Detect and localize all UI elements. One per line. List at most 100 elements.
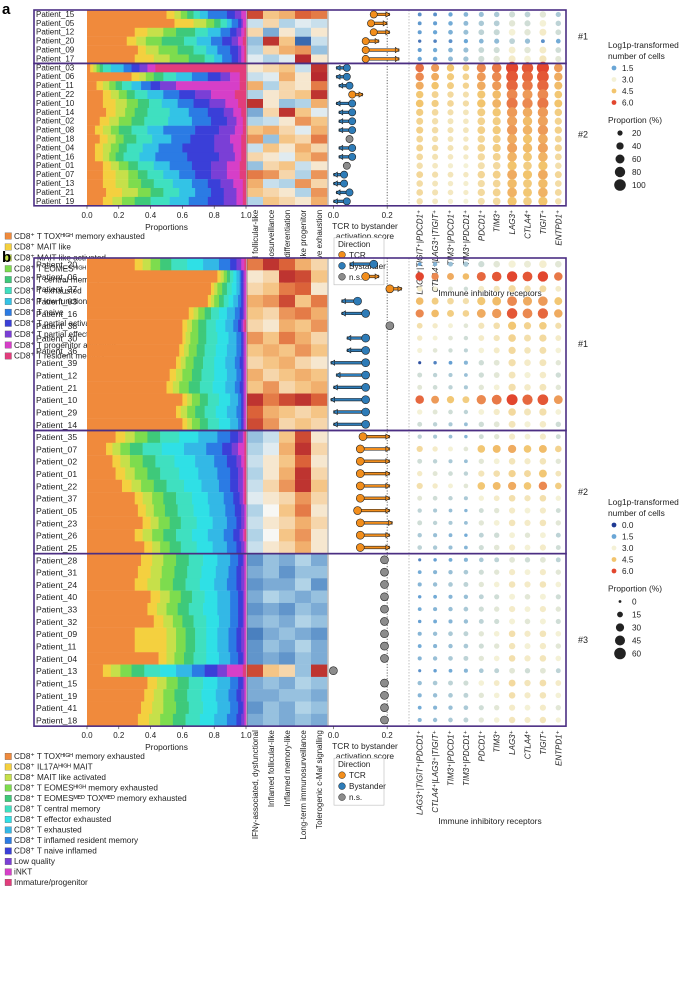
dot-legend-color-label: 4.5 — [622, 87, 634, 96]
proportion-bar-segment — [118, 90, 128, 100]
dotplot-dot — [447, 180, 454, 187]
proportion-bar-segment — [174, 455, 196, 468]
dotplot-dot — [492, 179, 501, 188]
dotplot-dot — [432, 409, 438, 415]
dotplot-dot — [416, 445, 423, 453]
proportion-bar-segment — [99, 116, 110, 126]
proportion-bar-segment — [244, 676, 247, 690]
proportion-bar-segment — [211, 90, 236, 100]
dotplot-dot — [433, 594, 437, 599]
dotplot-dot — [493, 717, 500, 723]
proportion-bar-segment — [115, 81, 123, 91]
proportion-bar-segment — [241, 541, 245, 554]
dotplot-dot — [523, 322, 532, 330]
proportion-bar-segment — [207, 418, 220, 431]
dotplot-dot — [492, 188, 501, 197]
patient-label: Patient_13 — [36, 179, 75, 188]
proportion-bar-segment — [244, 627, 247, 641]
dotplot-dot — [476, 395, 486, 405]
dotplot-dot — [508, 420, 516, 428]
heatmap-cell — [295, 368, 312, 382]
activation-arrowhead — [385, 544, 391, 551]
heatmap-cell — [295, 152, 312, 162]
proportion-bar-segment — [156, 676, 167, 690]
dot-legend-size-label: 80 — [632, 168, 642, 177]
proportion-bar-segment — [123, 63, 132, 73]
heatmap-cell — [311, 504, 328, 517]
legend-label: CD8⁺ T naive inflamed — [14, 847, 97, 856]
proportion-bar-segment — [106, 442, 113, 456]
heatmap-cell — [263, 566, 280, 579]
dotplot-dot — [447, 82, 454, 90]
proportion-bar-segment — [241, 566, 245, 579]
proportion-bar-segment — [242, 179, 247, 189]
dotplot-dot — [493, 680, 500, 686]
patient-label: Patient_21 — [36, 383, 77, 393]
dotplot-dot — [463, 335, 469, 341]
proportion-bar-segment — [187, 152, 220, 162]
dotplot-dot — [448, 434, 453, 439]
proportion-bar-segment — [172, 578, 186, 591]
dot-legend-size — [614, 166, 626, 178]
heatmap-cell — [311, 143, 328, 153]
heatmap-cell — [279, 381, 296, 394]
proportion-bar-segment — [188, 307, 194, 320]
proportion-bar-segment — [137, 188, 151, 198]
dotplot-dot — [508, 581, 516, 588]
dotplot-dot — [555, 434, 561, 440]
proportion-bar-segment — [115, 179, 129, 189]
dotplot-dot — [448, 446, 453, 452]
legend-swatch — [4, 265, 12, 273]
heatmap-cell — [247, 196, 264, 206]
proportion-bar-segment — [123, 152, 140, 162]
proportion-bar-segment — [239, 529, 244, 542]
dotplot-dot — [448, 496, 453, 501]
dotplot-dot — [447, 100, 454, 107]
dotplot-dot — [492, 152, 501, 161]
dotplot-dot — [536, 61, 549, 74]
heatmap-cell — [263, 319, 280, 333]
proportion-bar-segment — [212, 381, 226, 394]
proportion-bar-segment — [141, 553, 153, 567]
proportion-bar-segment — [188, 676, 204, 690]
proportion-bar-segment — [244, 282, 247, 296]
dotplot-dot — [416, 322, 423, 329]
dotplot-dot — [478, 470, 485, 477]
dotplot-dot — [417, 30, 422, 35]
dotplot-dot — [509, 433, 516, 440]
dotplot-dot — [508, 469, 516, 478]
dotplot-dot — [462, 310, 470, 317]
legend-swatch — [4, 837, 12, 844]
patient-label: Patient_24 — [36, 580, 77, 590]
dotplot-dot — [463, 189, 469, 196]
proportion-bar-segment — [207, 294, 212, 308]
dotplot-dot — [555, 20, 562, 27]
proportion-bar-segment — [153, 479, 167, 493]
dotplot-dot — [463, 705, 469, 711]
dotplot-dot — [432, 286, 438, 292]
dotplot-dot — [478, 495, 484, 501]
proportion-bar-segment — [195, 27, 209, 37]
heatmap-cell — [247, 664, 264, 678]
proportion-bar-segment — [87, 442, 107, 456]
proportion-bar-segment — [203, 602, 218, 616]
patient-label: Patient_15 — [36, 10, 75, 19]
dotplot-dot — [478, 544, 484, 551]
dotplot-dot — [478, 643, 484, 649]
legend-swatch — [4, 232, 12, 240]
proportion-bar-segment — [199, 393, 209, 407]
dotplot-dot — [492, 170, 501, 179]
activation-start-point — [348, 144, 357, 152]
proportion-bar-segment — [137, 99, 150, 109]
panel-b: b Patient_20Patient_06Patient_27Patient_0… — [2, 249, 679, 887]
activation-arrowhead — [385, 458, 391, 465]
proportion-bar-segment — [226, 541, 237, 554]
dotplot-dot — [524, 458, 531, 465]
proportion-bar-segment — [226, 344, 237, 357]
proportion-tick-label: 0.6 — [177, 731, 189, 740]
dotplot-dot — [464, 422, 468, 427]
heatmap-cell — [263, 393, 280, 407]
proportion-bar-segment — [87, 615, 155, 628]
dotplot-dot — [539, 692, 547, 699]
